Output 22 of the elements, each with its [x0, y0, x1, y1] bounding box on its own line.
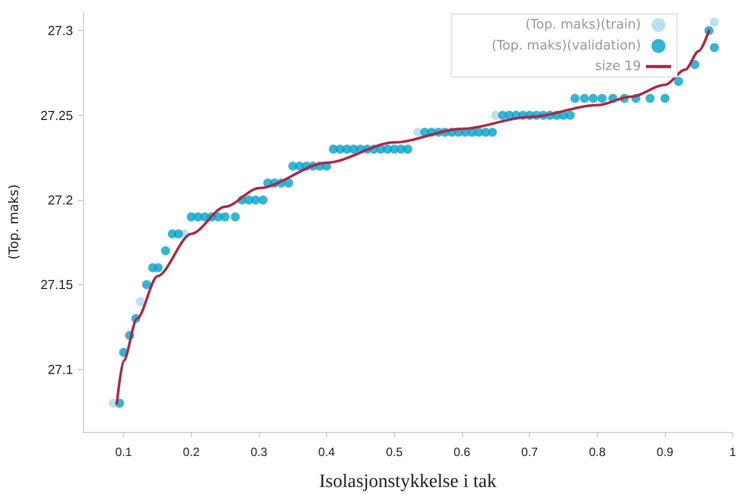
x-tick-label: 1 — [729, 445, 736, 459]
x-tick-label: 0.6 — [454, 445, 471, 459]
x-tick-label: 0.3 — [250, 445, 268, 459]
x-tick-label: 0.5 — [386, 445, 403, 459]
x-tick-label: 0.7 — [521, 445, 538, 459]
y-tick-label: 27.25 — [40, 108, 73, 123]
x-tick-label: 0.4 — [318, 445, 336, 459]
x-tick-label: 0.8 — [588, 445, 606, 459]
y-tick-label: 27.2 — [48, 192, 73, 208]
y-tick-label: 27.1 — [48, 362, 73, 377]
legend-label: size 19 — [595, 59, 641, 74]
y-tick-label: 27.15 — [40, 277, 73, 292]
x-tick-label: 0.1 — [115, 445, 132, 459]
x-tick-label: 0.2 — [182, 445, 200, 459]
legend-label: (Top. maks)(train) — [525, 18, 641, 32]
y-tick-label: 27.3 — [48, 23, 73, 38]
y-axis-title: (Top. maks) — [7, 184, 22, 260]
x-axis-title: Isolasjonstykkelse i tak — [319, 471, 497, 492]
point — [710, 18, 719, 27]
x-tick-label: 0.9 — [656, 445, 674, 459]
point — [136, 297, 146, 306]
legend-label: (Top. maks)(validation) — [492, 38, 641, 54]
